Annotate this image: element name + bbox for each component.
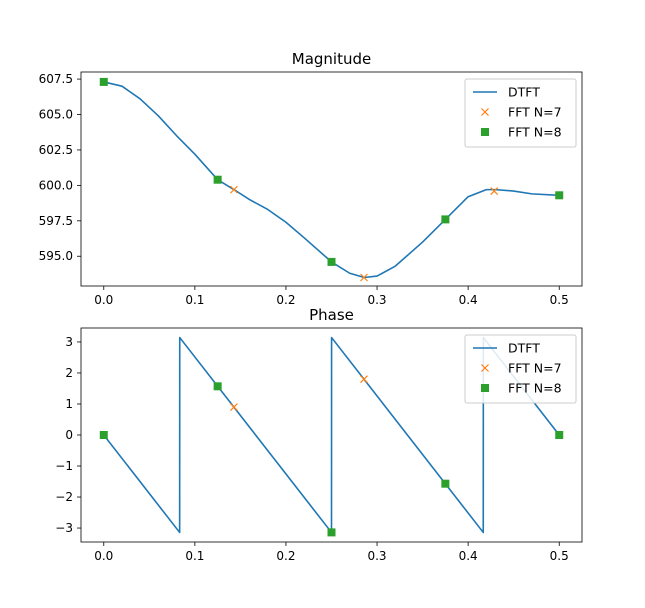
magnitude-x-tick-label: 0.1: [185, 293, 204, 307]
phase-y-tick-label: −3: [55, 521, 73, 535]
magnitude-fft8-point: [99, 77, 108, 86]
magnitude-fft8-point: [213, 175, 222, 184]
phase-x-tick-label: 0.4: [459, 549, 478, 563]
phase-title: Phase: [309, 306, 354, 324]
phase-y-tick-label: 1: [65, 397, 73, 411]
magnitude-x-tick-label: 0.4: [459, 293, 478, 307]
phase-x-tick-label: 0.0: [94, 549, 113, 563]
phase-x-tick-label: 0.3: [367, 549, 386, 563]
magnitude-fft7-point: [230, 185, 238, 194]
phase-y-tick-label: 3: [65, 335, 73, 349]
magnitude-y-tick-label: 597.5: [39, 214, 73, 228]
phase-fft8-point: [555, 431, 564, 439]
phase-x-tick-label: 0.2: [276, 549, 295, 563]
phase-y-tick-label: 2: [65, 366, 73, 380]
phase-legend-fft8-handle: [481, 384, 489, 392]
magnitude-y-tick-label: 595.0: [39, 249, 73, 263]
magnitude-axes-frame: [80, 71, 583, 287]
magnitude-x-tick-label: 0.0: [94, 293, 113, 307]
magnitude-x-tick-label: 0.2: [276, 293, 295, 307]
phase-y-tick-label: 0: [65, 428, 73, 442]
phase-legend-label: DTFT: [508, 341, 540, 356]
magnitude-fft8-point: [555, 191, 564, 200]
phase-fft8-point: [99, 431, 108, 439]
magnitude-fft8-point: [441, 215, 450, 224]
magnitude-legend-fft8-handle: [481, 128, 489, 136]
magnitude-y-tick-label: 605.0: [39, 108, 73, 122]
magnitude-x-tick-label: 0.3: [367, 293, 386, 307]
magnitude-chart: Magnitude 0.0 0.1 0.2 0.3 0.4 0.5 595.0 597.5 600…: [39, 50, 583, 307]
phase-fft8-point: [441, 479, 450, 488]
magnitude-legend-label: FFT N=7: [508, 105, 562, 120]
phase-legend-fft7-handle: [481, 364, 489, 372]
phase-y-tick-label: −2: [55, 490, 73, 504]
phase-axes-frame: [80, 327, 583, 543]
magnitude-fft7-point: [360, 273, 368, 282]
phase-legend-box: [464, 334, 577, 404]
magnitude-legend-box: [464, 78, 577, 148]
phase-legend: DTFT FFT N=7 FFT N=8: [464, 334, 577, 404]
magnitude-y-tick-label: 600.0: [39, 178, 73, 192]
phase-fft8-point: [327, 528, 336, 537]
magnitude-y-tick-label: 602.5: [39, 143, 73, 157]
phase-fft8-point: [213, 382, 222, 391]
magnitude-title: Magnitude: [292, 50, 371, 68]
phase-fft7-point: [360, 375, 368, 384]
magnitude-legend: DTFT FFT N=7 FFT N=8: [464, 78, 577, 148]
magnitude-y-tick-label: 607.5: [39, 72, 73, 86]
magnitude-legend-label: FFT N=8: [508, 125, 562, 140]
magnitude-fft7-point: [490, 187, 499, 195]
magnitude-fft8-point: [327, 257, 336, 266]
phase-x-tick-label: 0.5: [550, 549, 569, 563]
phase-legend-label: FFT N=8: [508, 381, 562, 396]
phase-x-tick-label: 0.1: [185, 549, 204, 563]
phase-chart: Phase 0.0 0.1 0.2 0.3 0.4 0.5 −3 −2 −1 0 1 2 3 DTFT FFT…: [55, 306, 583, 563]
magnitude-x-tick-label: 0.5: [550, 293, 569, 307]
phase-legend-label: FFT N=7: [508, 361, 562, 376]
phase-fft7-point: [230, 403, 238, 412]
magnitude-legend-label: DTFT: [508, 85, 540, 100]
phase-y-tick-label: −1: [55, 459, 73, 473]
magnitude-legend-fft7-handle: [481, 108, 489, 116]
